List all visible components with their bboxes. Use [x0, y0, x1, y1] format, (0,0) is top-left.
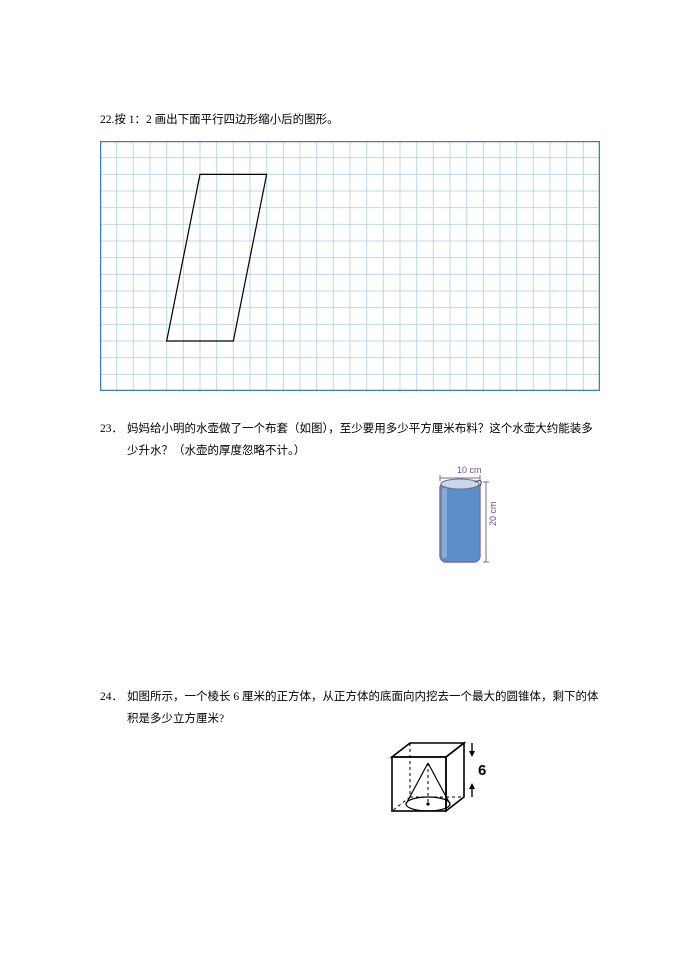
cube-svg: 6: [380, 737, 490, 827]
svg-text:20 cm: 20 cm: [488, 502, 498, 527]
spacer-1: [100, 572, 600, 687]
bottle-svg: 10 cm 20 cm: [420, 462, 530, 572]
q24-block: 24． 如图所示，一个棱长 6 厘米的正方体，从正方体的底面向内挖去一个最大的圆…: [100, 687, 600, 731]
svg-text:6: 6: [478, 762, 486, 779]
q24-figure-area: 6: [100, 737, 600, 827]
q22-number: 22.: [100, 114, 114, 126]
q24-number: 24．: [100, 687, 123, 709]
q23-number: 23．: [100, 419, 123, 441]
q22-heading: 22.按 1：2 画出下面平行四边形缩小后的图形。: [100, 110, 600, 131]
q23-figure-area: 10 cm 20 cm: [100, 462, 600, 572]
page: 22.按 1：2 画出下面平行四边形缩小后的图形。 23． 妈妈给小明的水壶做了…: [0, 0, 690, 975]
q22-grid: [100, 141, 600, 391]
svg-text:10 cm: 10 cm: [457, 465, 482, 475]
q22-text: 按 1：2 画出下面平行四边形缩小后的图形。: [114, 114, 338, 126]
q23-block: 23． 妈妈给小明的水壶做了一个布套（如图），至少要用多少平方厘米布料？这个水壶…: [100, 419, 600, 463]
grid-svg: [100, 141, 600, 391]
q24-text: 如图所示，一个棱长 6 厘米的正方体，从正方体的底面向内挖去一个最大的圆锥体，剩…: [127, 687, 600, 731]
q23-text: 妈妈给小明的水壶做了一个布套（如图），至少要用多少平方厘米布料？这个水壶大约能装…: [127, 419, 600, 463]
